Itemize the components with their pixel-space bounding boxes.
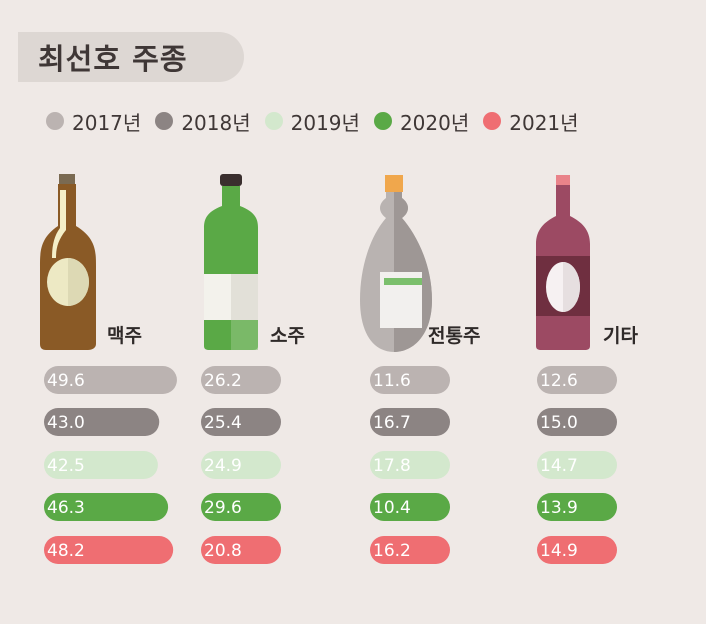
bar	[370, 493, 450, 521]
bar	[370, 451, 450, 479]
wine-bottle-icon	[536, 175, 590, 350]
legend-label: 2019년	[290, 110, 360, 135]
soju-bottle-icon	[204, 174, 258, 350]
data-label: 48.2	[47, 541, 85, 561]
bar	[201, 493, 281, 521]
legend-label: 2020년	[399, 110, 470, 135]
data-label: 17.8	[373, 456, 411, 476]
legend: 2017년 2018년 2019년 2020년 2021년	[46, 106, 593, 136]
bar	[201, 536, 281, 564]
legend-item-2021: 2021년	[483, 107, 579, 136]
legend-swatch	[46, 112, 64, 130]
category-label: 소주	[270, 325, 305, 347]
legend-swatch	[155, 112, 174, 130]
bar	[44, 493, 169, 521]
legend-item-2017: 2017년	[46, 107, 141, 136]
chart-title: 최선호 주종	[38, 42, 188, 76]
data-label: 14.7	[540, 456, 578, 476]
bar	[537, 451, 617, 479]
bar	[537, 536, 617, 564]
data-label: 15.0	[540, 413, 578, 433]
bar	[44, 408, 160, 436]
legend-label: 2021년	[509, 110, 579, 135]
legend-item-2019: 2019년	[264, 107, 360, 136]
data-label: 43.0	[47, 413, 85, 433]
category-label: 맥주	[107, 325, 142, 347]
bar	[370, 366, 450, 394]
legend-swatch	[373, 112, 392, 130]
legend-item-2020: 2020년	[373, 107, 470, 136]
bar	[537, 493, 617, 521]
data-label: 46.3	[47, 498, 85, 518]
bar	[201, 451, 281, 479]
data-label: 16.7	[373, 413, 411, 433]
legend-swatch	[483, 112, 502, 130]
data-label: 26.2	[204, 371, 242, 391]
data-label: 24.9	[204, 456, 242, 476]
legend-item-2018: 2018년	[155, 107, 251, 136]
data-label: 29.6	[204, 498, 242, 518]
bar	[370, 536, 450, 564]
beer-bottle-icon	[40, 174, 96, 350]
bar	[44, 536, 174, 564]
bar	[44, 366, 177, 394]
data-label: 10.4	[373, 498, 411, 518]
legend-label: 2017년	[72, 110, 142, 135]
category-labels: 맥주 소주 전통주 기타	[107, 325, 638, 347]
category-label: 기타	[603, 325, 638, 347]
data-label: 13.9	[540, 498, 578, 518]
data-label: 20.8	[204, 541, 242, 561]
data-label: 14.9	[540, 541, 578, 561]
bar	[44, 451, 158, 479]
category-label: 전통주	[428, 325, 480, 347]
data-label: 11.6	[373, 371, 411, 391]
bar	[537, 408, 617, 436]
title-banner	[18, 32, 244, 82]
legend-swatch	[264, 112, 283, 130]
legend-label: 2018년	[181, 110, 251, 135]
data-label: 25.4	[204, 413, 242, 433]
bars-layer: 49.6 43.0 42.5 46.3 48.2 26.2 25.4 24.9 29.6 20.8…	[44, 366, 617, 564]
bar	[537, 366, 617, 394]
data-label: 12.6	[540, 371, 578, 391]
bar	[201, 366, 281, 394]
bar	[370, 408, 450, 436]
data-label: 42.5	[47, 456, 85, 476]
bar	[201, 408, 281, 436]
data-label: 49.6	[47, 371, 85, 391]
data-label: 16.2	[373, 541, 411, 561]
traditional-liquor-bottle-icon	[360, 175, 432, 352]
